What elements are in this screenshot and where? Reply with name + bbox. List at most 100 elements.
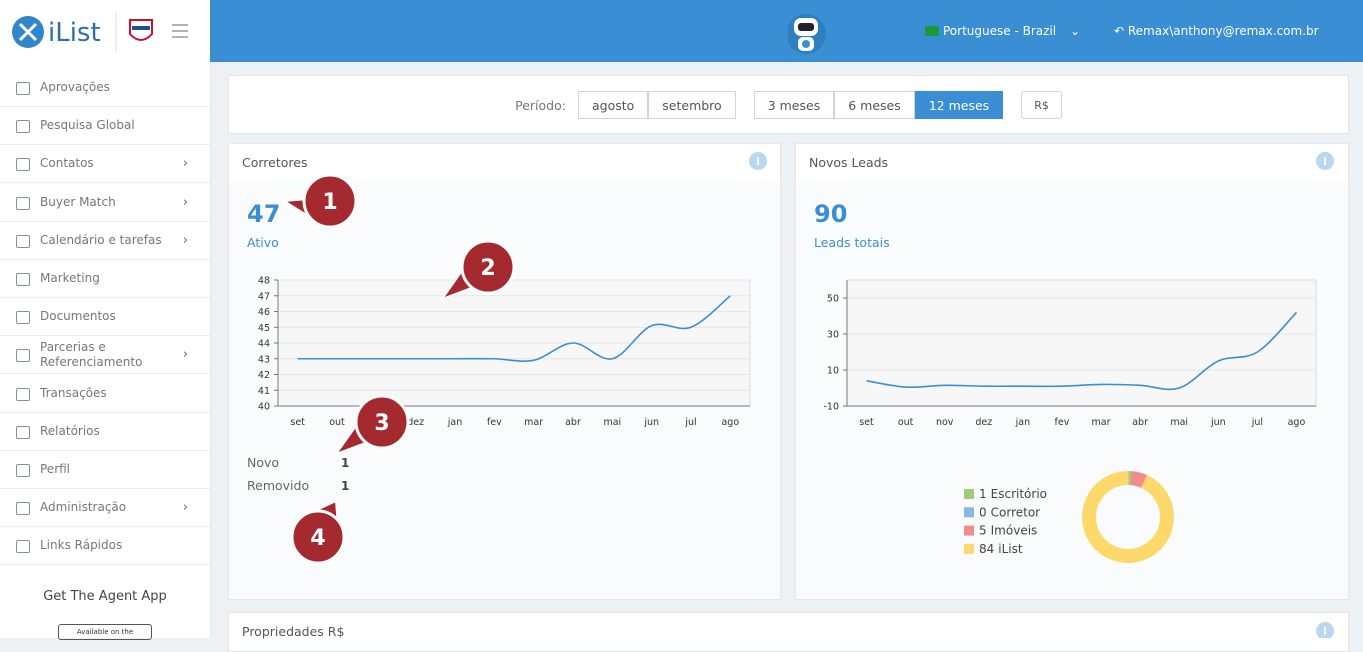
nav-item[interactable]: Buyer Match ›	[0, 184, 210, 222]
nav-item[interactable]: Marketing	[0, 260, 210, 298]
nav-item[interactable]: Relatórios	[0, 413, 210, 451]
nav-item[interactable]: Contatos ›	[0, 145, 210, 184]
sidebar: Get The Agent App Available on the Aprov…	[0, 62, 211, 640]
logo-text: iList	[48, 18, 101, 48]
chevron: ›	[182, 347, 188, 363]
currency-select[interactable]: R$	[1021, 91, 1062, 119]
line	[297, 295, 731, 363]
legend-label: Imóveis	[991, 524, 1038, 538]
nav-label: Relatórios	[40, 423, 100, 438]
y-tick-label: 47	[258, 291, 270, 302]
card-title: Propriedades R$	[242, 624, 345, 639]
callout	[302, 173, 358, 229]
nav-label: Documentos	[40, 309, 116, 324]
card-title: Corretores	[242, 155, 308, 170]
legend-entry: 84 iList	[979, 542, 1023, 556]
nav-label: Calendário e tarefas	[40, 232, 162, 247]
info-glyph: i	[1323, 625, 1327, 638]
y-tick-label: 44	[258, 339, 270, 350]
logout-icon: ↶	[1114, 24, 1128, 38]
x-tick-label: dez	[975, 417, 992, 428]
nav-item[interactable]: Documentos	[0, 298, 210, 337]
kpi-label: Ativo	[247, 235, 279, 250]
legend-entry: 1 Escritório	[979, 487, 1047, 501]
x-tick-label: abr	[1132, 417, 1148, 428]
nav-item[interactable]: Parcerias e Referenciamento ›	[0, 336, 210, 375]
bot-badge	[802, 40, 810, 48]
x-tick-label: mar	[524, 417, 543, 428]
card-title: Novos Leads	[809, 155, 889, 170]
language: Portuguese - Brazil	[943, 24, 1057, 38]
x-tick-label: mai	[1170, 417, 1188, 428]
x-tick-label: out	[329, 417, 345, 428]
callout-number: 3	[374, 411, 389, 436]
x-tick-label: dez	[407, 417, 424, 428]
remax-band	[132, 26, 150, 30]
language-selector[interactable]: Portuguese - Brazil ⌄	[925, 24, 1080, 38]
info-glyph: i	[1323, 155, 1327, 168]
nav-icon	[16, 196, 30, 210]
nav-label: Contatos	[40, 156, 94, 171]
nav-item[interactable]: Links Rápidos	[0, 527, 210, 566]
chevron: ›	[182, 232, 188, 248]
info-icon	[1316, 622, 1334, 638]
legend-entry: 5 Imóveis	[979, 524, 1037, 538]
legend-label: Corretor	[991, 505, 1041, 519]
nav-label: Perfil	[40, 462, 71, 476]
nav-icon	[16, 502, 30, 516]
legend-swatch	[964, 507, 974, 518]
nav-icon	[16, 82, 30, 95]
x-tick-label: jul	[1251, 417, 1263, 428]
callout-number: 1	[322, 190, 337, 215]
kpi-value: 47	[247, 200, 280, 228]
filter-bar: Período: agosto setembro 3 meses 6 meses 12 …	[228, 75, 1349, 134]
month-button[interactable]: agosto	[577, 91, 649, 119]
range-button[interactable]: 12 meses	[914, 91, 1004, 119]
nav-item[interactable]: Administração ›	[0, 489, 210, 528]
x-tick-label: mar	[1092, 417, 1111, 428]
x-tick-label: set	[290, 417, 305, 428]
nav-label: Marketing	[40, 271, 100, 285]
month-button[interactable]: setembro	[648, 91, 736, 119]
info-icon	[749, 152, 767, 170]
legend-value: 1	[979, 487, 987, 501]
nav-item[interactable]: Transações	[0, 375, 210, 413]
callout	[460, 239, 516, 295]
kpi-value: 90	[814, 200, 847, 228]
x-tick-label: jun	[1210, 417, 1226, 428]
chevron: ›	[182, 500, 188, 516]
x-tick-label: jun	[643, 417, 659, 428]
legend-label: Escritório	[991, 487, 1047, 501]
menu-toggle[interactable]	[172, 24, 188, 38]
nav-item[interactable]: Perfil	[0, 451, 210, 489]
x-tick-label: ago	[721, 417, 739, 428]
period-label: Período:	[515, 97, 566, 113]
chevron: ›	[182, 194, 188, 210]
nav-label: Transações	[40, 385, 107, 400]
x-tick-label: jul	[684, 417, 696, 428]
nav-icon	[16, 120, 30, 134]
bot-face	[798, 23, 814, 31]
legend-entry: 0 Corretor	[979, 505, 1040, 519]
x-tick-label: nov	[936, 417, 954, 428]
range-button[interactable]: 3 meses	[753, 91, 835, 119]
chevron: ›	[182, 156, 188, 172]
nav-item[interactable]: Pesquisa Global	[0, 107, 210, 146]
legend-swatch	[964, 525, 974, 536]
legend-value: 84	[979, 542, 994, 556]
nav-label: Parcerias e Referenciamento	[40, 339, 143, 369]
kpi-label: Leads totais	[814, 235, 890, 250]
legend-label: iList	[998, 542, 1023, 556]
user-menu[interactable]: ↶ Remax\anthony@remax.com.br	[1114, 24, 1319, 38]
x-tick-label: ago	[1288, 417, 1306, 428]
x-tick-label: fev	[487, 417, 502, 428]
nav-item[interactable]: Calendário e tarefas ›	[0, 222, 210, 260]
assistant-bot[interactable]	[788, 8, 832, 56]
y-tick-label: 46	[258, 307, 270, 318]
nav-icon	[16, 387, 30, 401]
nav-item[interactable]: Aprovações	[0, 69, 210, 107]
range-button[interactable]: 6 meses	[834, 91, 915, 119]
legend-value: 0	[979, 505, 987, 519]
